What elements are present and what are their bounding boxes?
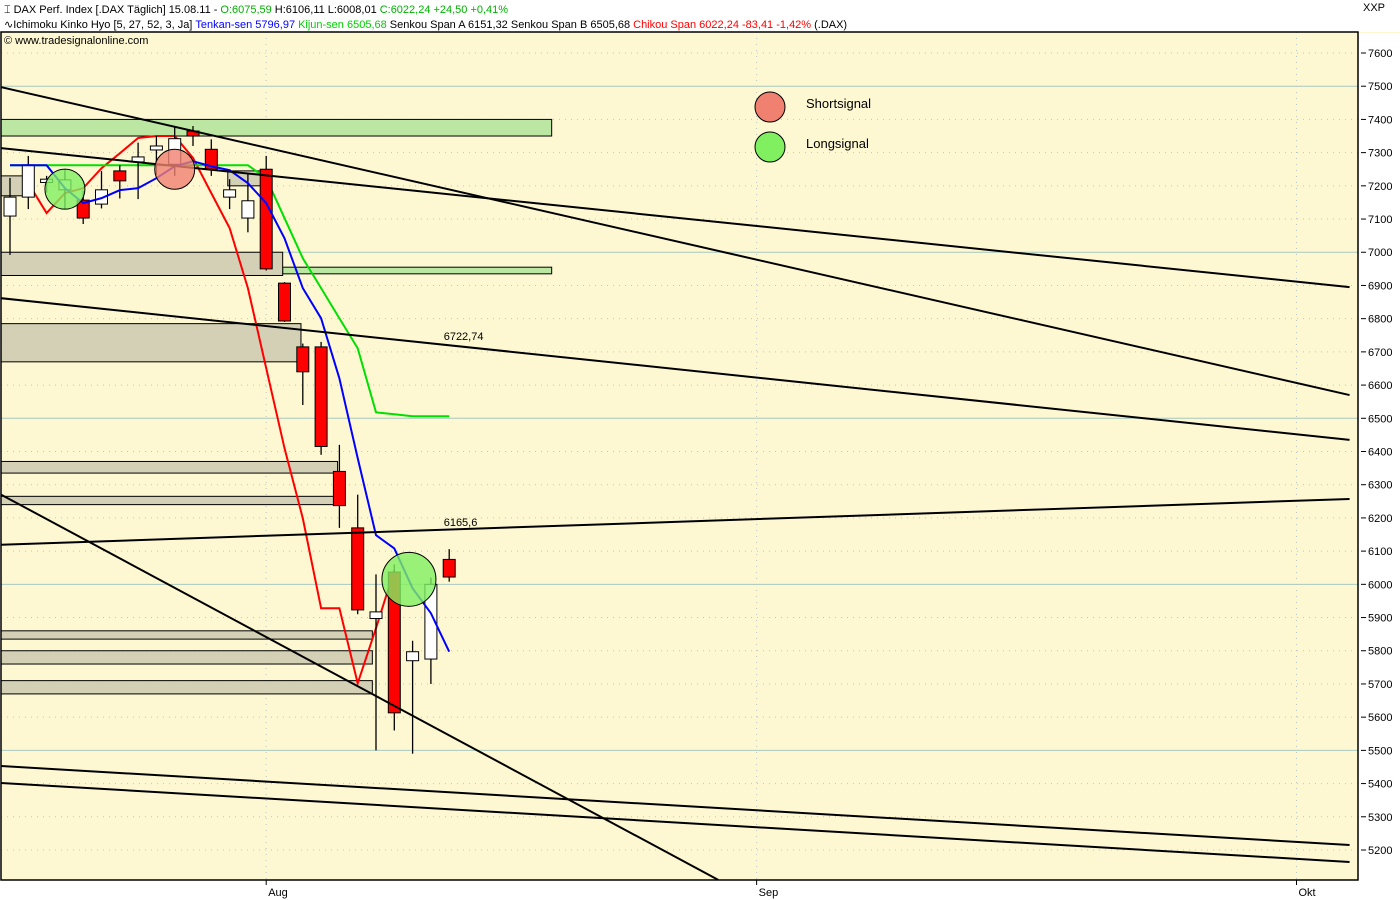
candle-body — [442, 558, 456, 578]
trendline — [1, 493, 719, 880]
trendline — [1, 297, 1350, 441]
candle-body — [369, 611, 383, 620]
zone-tan — [1, 323, 302, 363]
long-signal-marker — [44, 168, 86, 210]
zone-tan — [1, 650, 373, 665]
short-signal-marker — [154, 148, 196, 190]
header-background — [0, 0, 1400, 32]
y-tick-label: 6200 — [1368, 513, 1392, 525]
y-tick-label: 6500 — [1368, 413, 1392, 425]
trendline — [1, 497, 1350, 546]
indicator-label: Ichimoku Kinko Hyo [5, 27, 52, 3, Ja] — [13, 19, 193, 31]
trendline — [1, 147, 1350, 289]
y-tick-label: 5900 — [1368, 613, 1392, 625]
y-tick-label: 7500 — [1368, 81, 1392, 93]
change-value: +24,50 +0,41% — [433, 4, 509, 16]
y-tick-label: 6800 — [1368, 314, 1392, 326]
candle-body — [406, 651, 420, 662]
candle-body — [76, 199, 90, 219]
trendline — [1, 765, 1350, 847]
y-tick-label: 5300 — [1368, 812, 1392, 824]
y-tick-label: 6400 — [1368, 446, 1392, 458]
legend-label: Shortsignal — [806, 96, 871, 111]
tenkan-sen-line — [10, 160, 451, 653]
candle-body — [21, 164, 35, 198]
plot-area: 6722,74 6165,6 Shortsignal Longsignal — [1, 32, 1358, 880]
zone-tan — [1, 251, 284, 276]
x-tick-label: Aug — [268, 887, 288, 899]
y-tick-label: 7000 — [1368, 247, 1392, 259]
zone-tan — [1, 680, 373, 695]
x-tick-label: Okt — [1298, 887, 1315, 899]
close-value: C:6022,24 — [379, 4, 431, 16]
y-tick-label: 5800 — [1368, 646, 1392, 658]
y-tick-label: 5200 — [1368, 845, 1392, 857]
y-tick-label: 5600 — [1368, 712, 1392, 724]
candle-body — [332, 470, 346, 507]
zone-green — [282, 266, 553, 275]
zone-tan — [1, 630, 373, 640]
y-tick-label: 6700 — [1368, 347, 1392, 359]
candle-body — [241, 200, 255, 219]
price-annotation: 6165,6 — [444, 517, 478, 529]
plot-background — [1, 32, 1358, 880]
y-tick-label: 6100 — [1368, 546, 1392, 558]
candle-body — [113, 170, 127, 182]
y-tick-label: 5400 — [1368, 779, 1392, 791]
candle-body — [278, 282, 291, 322]
zone-green — [1, 118, 553, 137]
plot-border — [0, 31, 1359, 881]
long-signal-marker — [381, 551, 437, 607]
candle-body — [223, 189, 237, 198]
header-indicator-line: ∿Ichimoku Kinko Hyo [5, 27, 52, 3, Ja] Te… — [4, 18, 850, 31]
trendline — [1, 86, 1350, 397]
y-tick-label: 5700 — [1368, 679, 1392, 691]
high-value: H:6106,11 — [274, 4, 325, 16]
copyright-text: © www.tradesignalonline.com — [4, 35, 149, 47]
long-legend-icon — [754, 131, 786, 163]
chikou-value: Chikou Span 6022,24 -83,41 -1,42% — [633, 19, 812, 31]
open-value: O:6075,59 — [220, 4, 272, 16]
candle-body — [296, 346, 310, 373]
senkou-value: Senkou Span A 6151,32 Senkou Span B 6505… — [389, 19, 631, 31]
y-tick-label: 5500 — [1368, 745, 1392, 757]
y-tick-label: 6000 — [1368, 579, 1392, 591]
y-tick-label: 7200 — [1368, 181, 1392, 193]
y-tick-label: 7400 — [1368, 114, 1392, 126]
y-tick-label: 7600 — [1368, 48, 1392, 60]
symbol-suffix: (.DAX) — [814, 19, 848, 31]
y-tick-label: 6900 — [1368, 280, 1392, 292]
candle-body — [259, 168, 273, 270]
trendline — [1, 781, 1350, 863]
kijun-value: Kijun-sen 6505,68 — [298, 19, 387, 31]
y-tick-label: 6300 — [1368, 480, 1392, 492]
header-price-line: ⌶ DAX Perf. Index [.DAX Täglich] 15.08.11… — [4, 3, 511, 17]
kijun-sen-line — [10, 164, 450, 418]
candle-body — [351, 527, 365, 611]
zone-tan — [1, 460, 339, 474]
y-tick-label: 7100 — [1368, 214, 1392, 226]
instrument-label: DAX Perf. Index [.DAX Täglich] 15.08.11 … — [13, 4, 218, 16]
corner-label: XXP — [1363, 2, 1386, 14]
short-legend-icon — [754, 91, 786, 123]
candle-body — [314, 346, 328, 448]
candle-body — [95, 189, 108, 205]
candle-body — [149, 145, 163, 151]
zone-tan — [1, 495, 339, 506]
x-tick-label: Sep — [759, 887, 779, 899]
candle-body — [3, 196, 17, 217]
y-tick-label: 6600 — [1368, 380, 1392, 392]
tenkan-value: Tenkan-sen 5796,97 — [195, 19, 296, 31]
price-annotation: 6722,74 — [444, 331, 484, 343]
y-tick-label: 7300 — [1368, 148, 1392, 160]
indicator-wave-icon: ∿ — [4, 19, 14, 31]
chikou-span-line — [27, 135, 396, 687]
candlestick-icon: ⌶ — [4, 3, 11, 16]
low-value: L:6008,01 — [327, 4, 377, 16]
legend-label: Longsignal — [806, 136, 869, 151]
